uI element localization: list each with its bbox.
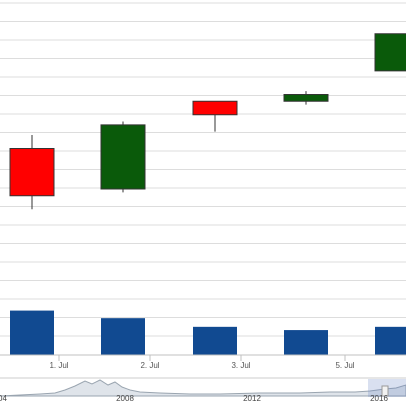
candle-body: [100, 124, 146, 190]
candle-body: [374, 33, 406, 72]
candle[interactable]: [283, 91, 329, 105]
navigator-tick-label: 2008: [116, 394, 134, 403]
navigator[interactable]: 04 2008 2012 2016: [0, 377, 406, 406]
navigator-series: [0, 379, 406, 397]
volume-bar[interactable]: [101, 318, 145, 355]
x-tick-label: 1. Jul: [49, 361, 68, 370]
volume-series: [10, 310, 406, 355]
navigator-handle[interactable]: [381, 385, 389, 397]
candle[interactable]: [100, 121, 146, 193]
candle-body: [192, 100, 238, 116]
candle[interactable]: [192, 100, 238, 132]
navigator-tick-label: 04: [0, 394, 7, 403]
candle-body: [283, 94, 329, 102]
x-tick-label: 5. Jul: [335, 361, 354, 370]
navigator-tick-label: 2016: [370, 394, 388, 403]
x-axis-ticks: 1. Jul 2. Jul 3. Jul 5. Jul: [49, 355, 355, 370]
candle-body: [9, 148, 55, 197]
volume-bar[interactable]: [10, 310, 54, 355]
grid-lines: [0, 2, 406, 337]
candlestick-series: [9, 33, 406, 210]
candle[interactable]: [374, 33, 406, 72]
volume-bar[interactable]: [284, 330, 328, 355]
volume-bar[interactable]: [375, 326, 406, 355]
x-tick-label: 2. Jul: [140, 361, 159, 370]
volume-bar[interactable]: [193, 326, 237, 355]
navigator-tick-label: 2012: [243, 394, 261, 403]
candle[interactable]: [9, 135, 55, 210]
x-tick-label: 3. Jul: [231, 361, 250, 370]
